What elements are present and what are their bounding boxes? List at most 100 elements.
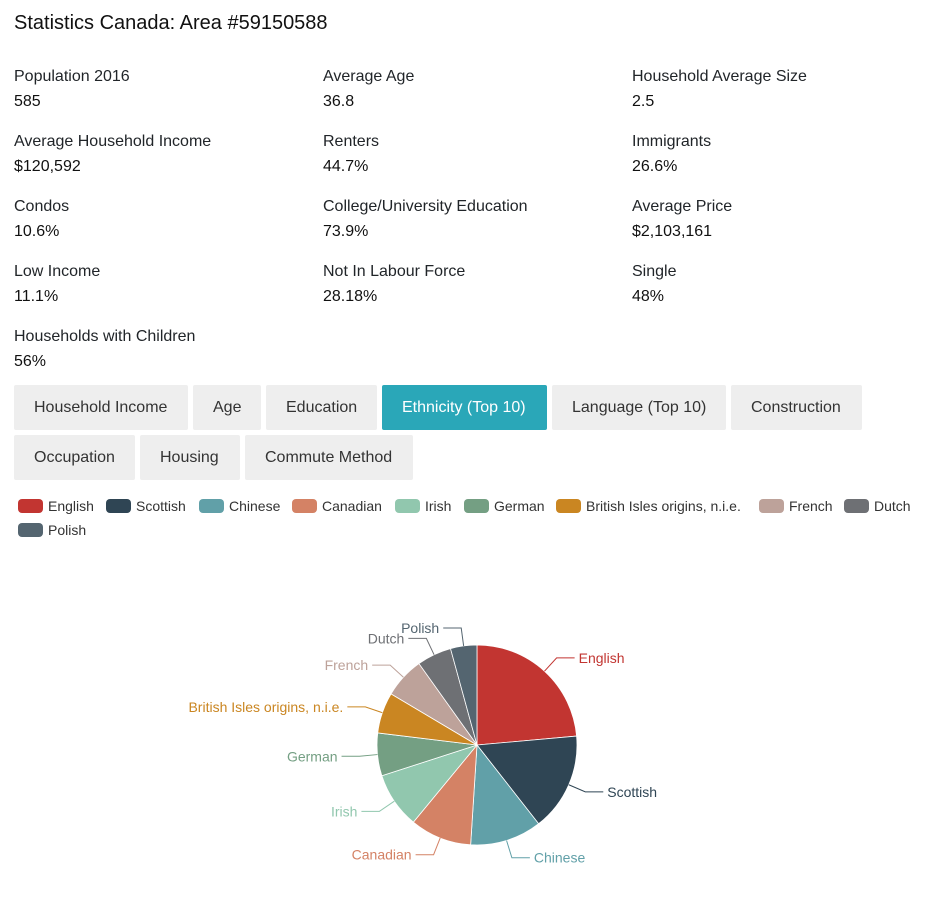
tab-ethnicity-top-10[interactable]: Ethnicity (Top 10)	[382, 385, 547, 430]
legend-item[interactable]: Polish	[18, 519, 86, 541]
stat-value: 56%	[14, 353, 47, 370]
stat-label: Average Age	[323, 68, 415, 85]
stat-value: 73.9%	[323, 223, 369, 240]
stat-value: $120,592	[14, 158, 81, 175]
pie-label-line	[408, 637, 435, 655]
legend-item[interactable]: Dutch	[844, 495, 911, 517]
legend-label: Dutch	[874, 498, 911, 514]
stat-item: Population 2016 585	[14, 64, 314, 114]
stat-item: Households with Children 56%	[14, 324, 314, 374]
stat-label: Households with Children	[14, 328, 196, 345]
stat-item: Renters 44.7%	[323, 129, 623, 179]
stat-label: Renters	[323, 133, 380, 150]
pie-slice[interactable]	[450, 644, 478, 746]
stat-value: 10.6%	[14, 223, 60, 240]
pie-label-line	[544, 657, 575, 672]
pie-label: German	[287, 748, 338, 764]
stat-item: Not In Labour Force 28.18%	[323, 259, 623, 309]
legend-swatch	[106, 499, 131, 513]
stat-item: Household Average Size 2.5	[632, 64, 932, 114]
stat-label: Low Income	[14, 263, 101, 280]
legend-item[interactable]: British Isles origins, n.i.e.	[556, 495, 741, 517]
page-title: Statistics Canada: Area #59150588	[14, 12, 328, 34]
stat-item: Low Income 11.1%	[14, 259, 314, 309]
pie-label-line	[443, 627, 465, 646]
legend-item[interactable]: English	[18, 495, 94, 517]
legend-swatch	[395, 499, 420, 513]
stat-label: Average Price	[632, 198, 733, 215]
pie-label: Polish	[401, 620, 439, 636]
pie-label: English	[579, 650, 625, 666]
legend-swatch	[464, 499, 489, 513]
legend-swatch	[759, 499, 784, 513]
pie-label: Canadian	[352, 847, 412, 863]
stat-item: Average Household Income $120,592	[14, 129, 314, 179]
legend-item[interactable]: Irish	[395, 495, 451, 517]
tab-education[interactable]: Education	[266, 385, 377, 430]
stat-label: Single	[632, 263, 677, 280]
tab-commute-method[interactable]: Commute Method	[245, 435, 413, 480]
stat-label: Condos	[14, 198, 70, 215]
legend-label: English	[48, 498, 94, 514]
stat-label: Household Average Size	[632, 68, 807, 85]
tab-occupation[interactable]: Occupation	[14, 435, 135, 480]
pie-slice[interactable]	[470, 743, 540, 846]
legend-label: German	[494, 498, 545, 514]
pie-label-line	[506, 840, 530, 859]
pie-label-line	[415, 837, 441, 856]
pie-label: French	[325, 657, 369, 673]
stat-value: 48%	[632, 288, 665, 305]
legend-label: Irish	[425, 498, 452, 514]
stat-label: Average Household Income	[14, 133, 212, 150]
stat-value: 28.18%	[323, 288, 378, 305]
legend-swatch	[199, 499, 224, 513]
tab-construction[interactable]: Construction	[731, 385, 862, 430]
tab-housing[interactable]: Housing	[140, 435, 240, 480]
stat-value: 585	[14, 93, 41, 110]
legend-swatch	[844, 499, 869, 513]
stat-item: Condos 10.6%	[14, 194, 314, 244]
legend-swatch	[18, 499, 43, 513]
legend-item[interactable]: Scottish	[106, 495, 186, 517]
stat-value: $2,103,161	[632, 223, 713, 240]
stat-item: Average Age 36.8	[323, 64, 623, 114]
legend-swatch	[18, 523, 43, 537]
stat-value: 11.1%	[14, 288, 59, 305]
pie-slice[interactable]	[476, 644, 578, 746]
stat-label: Not In Labour Force	[323, 263, 466, 280]
legend-swatch	[292, 499, 317, 513]
tab-household-income[interactable]: Household Income	[14, 385, 188, 430]
pie-label: Irish	[331, 803, 357, 819]
stat-label: Immigrants	[632, 133, 712, 150]
pie-label-line	[347, 706, 383, 714]
stat-label: Population 2016	[14, 68, 130, 85]
stat-value: 26.6%	[632, 158, 678, 175]
legend-label: Scottish	[136, 498, 186, 514]
legend-label: French	[789, 498, 833, 514]
tab-age[interactable]: Age	[193, 385, 261, 430]
legend-label: Chinese	[229, 498, 281, 514]
tab-language-top-10[interactable]: Language (Top 10)	[552, 385, 726, 430]
stat-value: 2.5	[632, 93, 655, 110]
pie-label-line	[568, 784, 604, 793]
legend-item[interactable]: Canadian	[292, 495, 382, 517]
pie-label: British Isles origins, n.i.e.	[188, 699, 343, 715]
legend-item[interactable]: German	[464, 495, 545, 517]
legend-label: British Isles origins, n.i.e.	[586, 498, 741, 514]
legend-item[interactable]: French	[759, 495, 833, 517]
legend-swatch	[556, 499, 581, 513]
stat-item: Single 48%	[632, 259, 932, 309]
pie-label-line	[341, 754, 378, 757]
stat-label: College/University Education	[323, 198, 528, 215]
legend-label: Canadian	[322, 498, 382, 514]
pie-label-line	[372, 664, 404, 678]
legend-label: Polish	[48, 522, 87, 538]
legend-item[interactable]: Chinese	[199, 495, 280, 517]
stat-value: 36.8	[323, 93, 355, 110]
stat-value: 44.7%	[323, 158, 369, 175]
pie-label-line	[361, 800, 395, 812]
stat-item: Immigrants 26.6%	[632, 129, 932, 179]
stat-item: College/University Education 73.9%	[323, 194, 623, 244]
pie-label: Chinese	[534, 850, 586, 866]
